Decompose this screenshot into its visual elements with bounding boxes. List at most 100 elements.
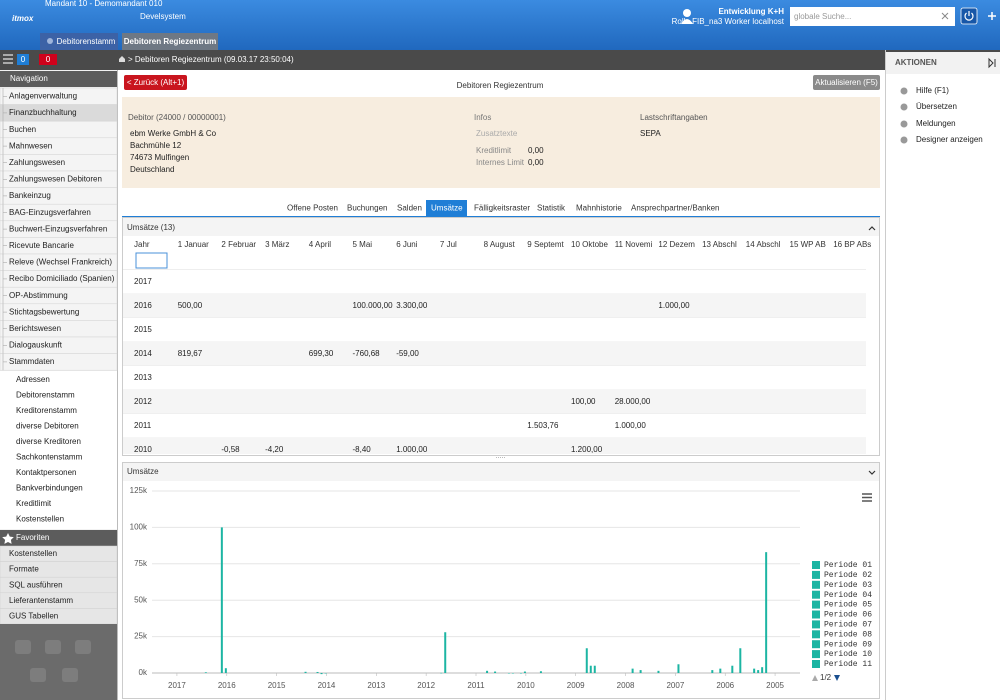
user-role: Rolle FIB_na3 Worker localhost	[672, 17, 785, 26]
legend-swatch[interactable]	[812, 630, 820, 638]
nav-subitem[interactable]: Kostenstellen	[16, 515, 64, 524]
x-tick-label: 2011	[467, 681, 485, 690]
action-item[interactable]: Designer anzeigen	[916, 135, 983, 144]
legend-label[interactable]: Periode 05	[824, 601, 872, 610]
column-header: 1 Januar	[178, 240, 209, 249]
breadcrumb: > Debitoren Regiezentrum (09.03.17 23:50…	[128, 55, 294, 64]
legend-label[interactable]: Periode 07	[824, 621, 872, 630]
x-tick-label: 2007	[666, 681, 684, 690]
legend-swatch[interactable]	[812, 601, 820, 609]
bar	[325, 673, 327, 674]
actions-title: AKTIONEN	[895, 58, 937, 67]
infos-title: Infos	[474, 113, 491, 122]
bar	[757, 670, 759, 673]
filter-input[interactable]	[136, 253, 167, 268]
action-item[interactable]: Meldungen	[916, 119, 956, 128]
nav-subitem[interactable]: Debitorenstamm	[16, 391, 75, 400]
table-cell: 3.300,00	[396, 301, 428, 310]
detail-tab[interactable]: Fälligkeitsraster	[474, 204, 530, 213]
legend-swatch[interactable]	[812, 650, 820, 658]
detail-tab[interactable]: Mahnhistorie	[576, 204, 622, 213]
detail-tab[interactable]: Offene Posten	[287, 204, 338, 213]
x-tick-label: 2009	[567, 681, 585, 690]
legend-label[interactable]: Periode 03	[824, 581, 872, 590]
legend-label[interactable]: Periode 09	[824, 640, 872, 649]
table-cell: 819,67	[178, 349, 203, 358]
table-cell: -0,58	[221, 445, 240, 454]
table-cell: 1.000,00	[615, 421, 647, 430]
nav-subitem[interactable]: diverse Debitoren	[16, 422, 79, 431]
legend-swatch[interactable]	[812, 611, 820, 619]
nav-subitem[interactable]: Sachkontenstamm	[16, 453, 83, 462]
table-cell: 1.000,00	[658, 301, 690, 310]
x-tick-label: 2015	[268, 681, 286, 690]
nav-subitem[interactable]: Kontaktpersonen	[16, 468, 77, 477]
legend-label[interactable]: Periode 04	[824, 591, 872, 600]
bar	[520, 673, 522, 674]
action-item[interactable]: Hilfe (F1)	[916, 86, 949, 95]
legend-swatch[interactable]	[812, 561, 820, 569]
chart-header-bar	[123, 463, 879, 481]
action-item[interactable]: Übersetzen	[916, 102, 957, 111]
table-row	[123, 366, 866, 390]
detail-tab[interactable]: Ansprechpartner/Banken	[631, 204, 720, 213]
table-row	[123, 342, 866, 366]
nav-subitem[interactable]: Kreditorenstamm	[16, 406, 77, 415]
detail-tab[interactable]: Umsätze	[431, 204, 463, 213]
detail-tab[interactable]: Buchungen	[347, 204, 387, 213]
detail-tab[interactable]: Salden	[397, 204, 422, 213]
legend-label[interactable]: Periode 01	[824, 561, 872, 570]
column-header: 6 Juni	[396, 240, 418, 249]
table-cell: 2017	[134, 277, 152, 286]
x-tick-label: 2014	[318, 681, 336, 690]
y-tick-label: 50k	[134, 595, 148, 604]
limit-value: 0,00	[528, 146, 544, 155]
table-row	[123, 414, 866, 438]
legend-swatch[interactable]	[812, 640, 820, 648]
nav-subitem[interactable]: Bankverbindungen	[16, 484, 83, 493]
y-tick-label: 75k	[134, 559, 148, 568]
column-header: 7 Jul	[440, 240, 457, 249]
legend-swatch[interactable]	[812, 620, 820, 628]
detail-tab[interactable]: Statistik	[537, 204, 566, 213]
nav-item-label: Anlagenverwaltung	[9, 92, 77, 101]
back-button-label: < Zurück (Alt+1)	[127, 78, 185, 87]
user-icon	[683, 9, 691, 17]
limit-label: Internes Limit	[476, 158, 525, 167]
favorite-label: SQL ausführen	[9, 580, 63, 589]
y-tick-label: 0k	[139, 668, 148, 677]
tab-label: Debitorenstamm	[57, 37, 116, 46]
column-header: 2 Februar	[221, 240, 256, 249]
table-title: Umsätze (13)	[127, 223, 175, 232]
bar	[444, 632, 446, 673]
bar	[753, 669, 755, 673]
debtor-title: Debitor (24000 / 00000001)	[128, 113, 226, 122]
legend-label[interactable]: Periode 10	[824, 650, 872, 659]
decor-icon	[30, 668, 46, 682]
nav-item-label: Stichtagsbewertung	[9, 307, 79, 316]
tab-icon	[47, 38, 53, 44]
action-icon	[901, 88, 908, 95]
legend-label[interactable]: Periode 06	[824, 611, 872, 620]
lastschrift-value: SEPA	[640, 129, 661, 138]
column-header: 4 April	[309, 240, 331, 249]
legend-label[interactable]: Periode 02	[824, 571, 872, 580]
legend-label[interactable]: Periode 08	[824, 630, 872, 639]
bar	[739, 648, 741, 673]
legend-swatch[interactable]	[812, 591, 820, 599]
legend-swatch[interactable]	[812, 660, 820, 668]
nav-subitem[interactable]: Adressen	[16, 375, 50, 384]
nav-item-label: OP-Abstimmung	[9, 291, 68, 300]
nav-subitem[interactable]: Kreditlimit	[16, 499, 52, 508]
nav-subitem[interactable]: diverse Kreditoren	[16, 437, 81, 446]
search-placeholder: globale Suche...	[794, 12, 851, 21]
table-cell: 500,00	[178, 301, 203, 310]
action-icon	[901, 137, 908, 144]
column-header: 12 Dezem	[658, 240, 695, 249]
legend-label[interactable]: Periode 11	[824, 660, 872, 669]
table-cell: -8,40	[353, 445, 372, 454]
legend-swatch[interactable]	[812, 581, 820, 589]
table-cell: 2012	[134, 397, 152, 406]
legend-swatch[interactable]	[812, 571, 820, 579]
